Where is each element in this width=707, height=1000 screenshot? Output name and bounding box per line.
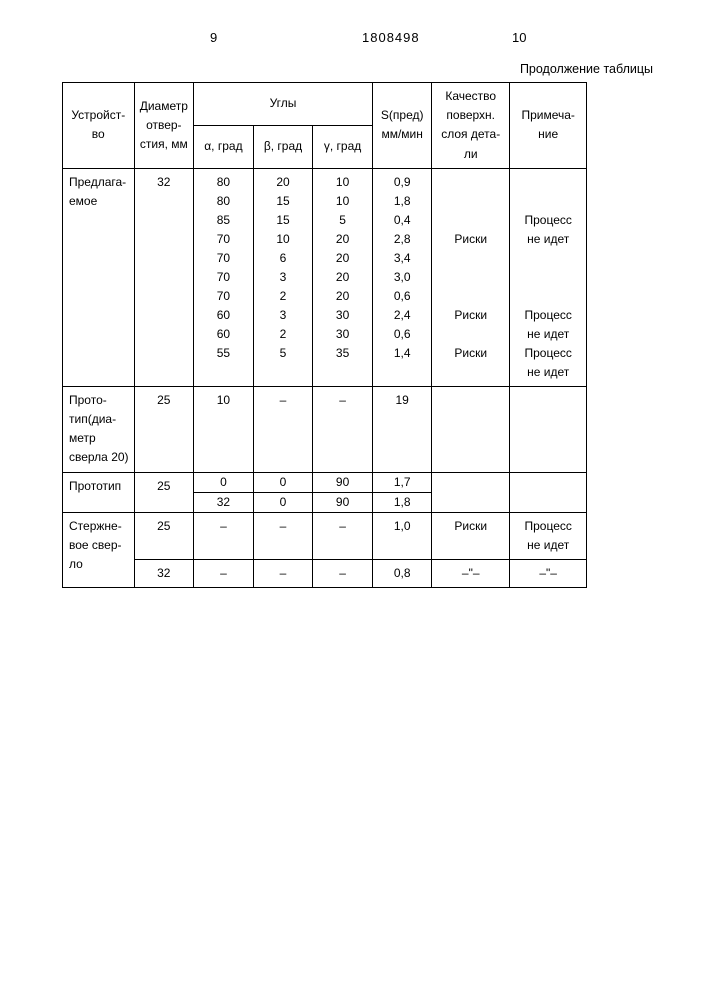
cell-diam: 25 [134, 512, 194, 559]
cell-beta: – [253, 512, 313, 559]
table-continuation-caption: Продолжение таблицы [62, 62, 653, 76]
cell-alpha: 10 [194, 386, 254, 472]
cell-alpha-2: 32 [194, 493, 253, 512]
col-diam: Диаметротвер-стия, мм [134, 83, 194, 169]
cell-diam: 32 [134, 560, 194, 588]
page-root: { "header_numbers": { "left": "9", "cent… [0, 0, 707, 1000]
cell-beta-2: 0 [254, 493, 313, 512]
cell-gamma-1: 90 [313, 473, 372, 493]
cell-alpha-1: 0 [194, 473, 253, 493]
table-row: Стержне-вое свер-ло 25 – – – 1,0 Риски П… [63, 512, 659, 559]
table-body: Предлага-емое 32 80808570707070606055 20… [63, 168, 659, 588]
cell-gamma-2: 90 [313, 493, 372, 512]
cell-diam: 25 [134, 386, 194, 472]
cell-device: Прото-тип(диа-метрсверла 20) [63, 386, 135, 472]
page-num-right: 10 [512, 30, 526, 45]
cell-s: 1,0 [372, 512, 432, 559]
cell-beta-1: 0 [254, 473, 313, 493]
cell-gamma: 90 90 [313, 472, 373, 512]
cell-beta: 20151510632325 [253, 168, 313, 386]
cell-beta: – [253, 560, 313, 588]
cell-note: –"– [509, 560, 586, 588]
cell-device: Прототип [63, 472, 135, 512]
col-device: Устройст-во [63, 83, 135, 169]
cell-s-1: 1,7 [373, 473, 432, 493]
cell-s: 0,8 [372, 560, 432, 588]
cell-beta: – [253, 386, 313, 472]
page-num-left: 9 [210, 30, 217, 45]
document-id: 1808498 [362, 30, 420, 45]
cell-diam: 32 [134, 168, 194, 386]
cell-device: Стержне-вое свер-ло [63, 512, 135, 588]
cell-gamma: – [313, 512, 373, 559]
cell-s: 0,91,80,42,83,43,00,62,40,61,4 [372, 168, 432, 386]
data-table: Устройст-во Диаметротвер-стия, мм Углы S… [62, 82, 659, 588]
cell-beta: 0 0 [253, 472, 313, 512]
cell-s: 1,7 1,8 [372, 472, 432, 512]
col-quality: Качествоповерхн.слоя дета-ли [432, 83, 509, 169]
col-note: Примеча-ние [509, 83, 586, 169]
cell-gamma: 1010520202020303035 [313, 168, 373, 386]
table-header: Устройст-во Диаметротвер-стия, мм Углы S… [63, 83, 659, 169]
cell-note [509, 472, 586, 512]
cell-device: Предлага-емое [63, 168, 135, 386]
cell-alpha: 0 32 [194, 472, 254, 512]
cell-s-2: 1,8 [373, 493, 432, 512]
col-alpha: α, град [194, 125, 254, 168]
cell-quality [432, 472, 509, 512]
cell-alpha: 80808570707070606055 [194, 168, 254, 386]
cell-alpha: – [194, 560, 254, 588]
table-row: 32 – – – 0,8 –"– –"– [63, 560, 659, 588]
cell-note: Процессне идет [509, 512, 586, 559]
cell-quality: Риски Риски Риски [432, 168, 509, 386]
table-row: Прототип 25 0 32 0 0 90 90 1,7 1,8 [63, 472, 659, 512]
col-gamma: γ, град [313, 125, 373, 168]
col-beta: β, град [253, 125, 313, 168]
table-row: Предлага-емое 32 80808570707070606055 20… [63, 168, 659, 386]
col-angles: Углы [194, 83, 373, 126]
cell-s: 19 [372, 386, 432, 472]
cell-note: Процессне идет Процессне идетПроцессне и… [509, 168, 586, 386]
cell-note [509, 386, 586, 472]
cell-alpha: – [194, 512, 254, 559]
col-s: S(пред)мм/мин [372, 83, 432, 169]
cell-gamma: – [313, 386, 373, 472]
page-header-numbers: 9 1808498 10 [62, 30, 659, 52]
cell-quality: –"– [432, 560, 509, 588]
table-row: Прото-тип(диа-метрсверла 20) 25 10 – – 1… [63, 386, 659, 472]
cell-quality [432, 386, 509, 472]
cell-gamma: – [313, 560, 373, 588]
cell-quality: Риски [432, 512, 509, 559]
cell-diam: 25 [134, 472, 194, 512]
